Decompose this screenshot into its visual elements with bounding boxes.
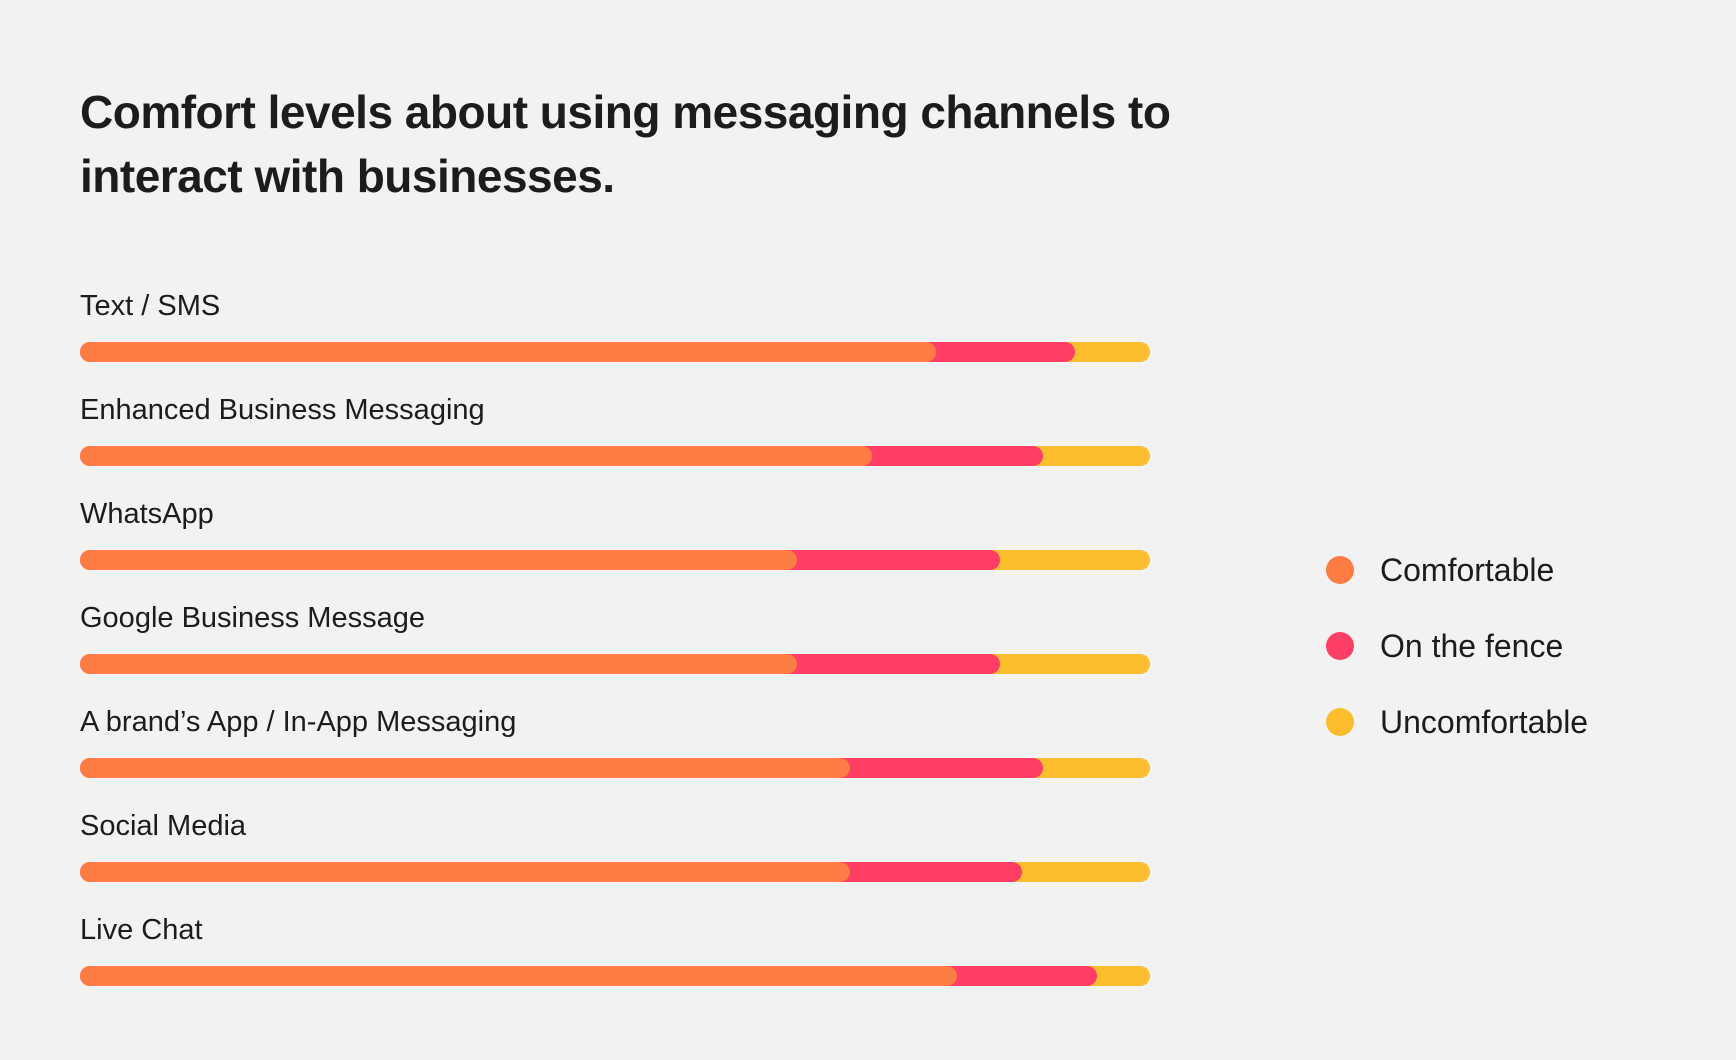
bar-segment-comfortable xyxy=(80,758,851,778)
bar-row: Google Business Message xyxy=(80,598,1150,702)
legend: Comfortable On the fence Uncomfortable xyxy=(1326,532,1588,760)
legend-label: Comfortable xyxy=(1380,552,1555,588)
legend-label: Uncomfortable xyxy=(1380,704,1589,740)
bar-track xyxy=(80,758,1150,778)
chart-title: Comfort levels about using messaging cha… xyxy=(80,86,1171,202)
bar-segment-comfortable xyxy=(80,966,958,986)
bar-track xyxy=(80,654,1150,674)
category-label: WhatsApp xyxy=(80,498,214,530)
bar-row: Social Media xyxy=(80,806,1150,910)
bar-rows: Text / SMS Enhanced Business Messaging Wha… xyxy=(80,286,1150,1014)
category-label: Text / SMS xyxy=(80,290,221,322)
bar-row: Live Chat xyxy=(80,910,1150,1014)
bar-track xyxy=(80,966,1150,986)
bar-track xyxy=(80,862,1150,882)
bar-segment-comfortable xyxy=(80,446,872,466)
bar-row: WhatsApp xyxy=(80,494,1150,598)
bar-row: Text / SMS xyxy=(80,286,1150,390)
category-label: Live Chat xyxy=(80,914,203,946)
bar-track xyxy=(80,550,1150,570)
legend-item: On the fence xyxy=(1326,608,1588,684)
legend-swatch xyxy=(1326,708,1354,736)
legend-label: On the fence xyxy=(1380,628,1564,664)
bar-segment-comfortable xyxy=(80,550,797,570)
category-label: Social Media xyxy=(80,810,247,842)
bar-row: Enhanced Business Messaging xyxy=(80,390,1150,494)
bar-track xyxy=(80,342,1150,362)
bar-segment-comfortable xyxy=(80,862,851,882)
legend-item: Uncomfortable xyxy=(1326,684,1588,760)
category-label: Google Business Message xyxy=(80,602,425,634)
bar-segment-comfortable xyxy=(80,342,936,362)
bar-row: A brand’s App / In-App Messaging xyxy=(80,702,1150,806)
legend-swatch xyxy=(1326,556,1354,584)
legend-swatch xyxy=(1326,632,1354,660)
category-label: Enhanced Business Messaging xyxy=(80,394,485,426)
legend-item: Comfortable xyxy=(1326,532,1588,608)
bar-track xyxy=(80,446,1150,466)
bar-segment-comfortable xyxy=(80,654,797,674)
category-label: A brand’s App / In-App Messaging xyxy=(80,706,517,738)
